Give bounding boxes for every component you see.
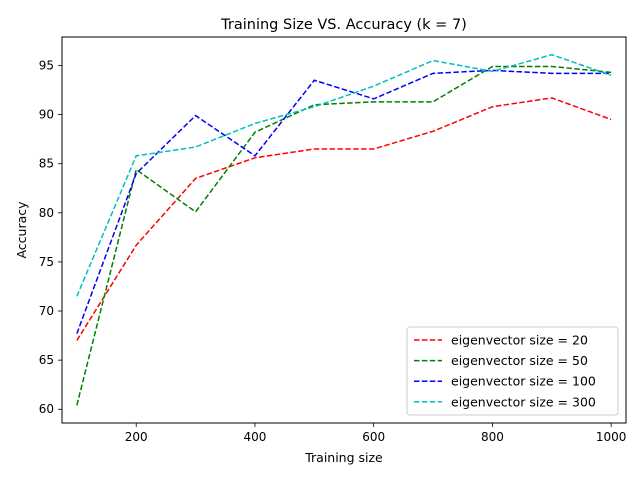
y-tick-label: 65 [39, 353, 54, 367]
y-tick-label: 80 [39, 206, 54, 220]
series-line-1 [76, 97, 612, 341]
series-line-3 [76, 69, 612, 334]
chart-title: Training Size VS. Accuracy (k = 7) [220, 17, 467, 33]
legend: eigenvector size = 20 eigenvector size = … [406, 326, 619, 416]
legend-box [406, 326, 619, 416]
series-line-2 [76, 65, 612, 406]
x-tick-label: 800 [481, 430, 504, 444]
y-tick-label: 70 [39, 304, 54, 318]
y-tick-label: 75 [39, 255, 54, 269]
y-tick-label: 60 [39, 402, 54, 416]
legend-label: eigenvector size = 100 [451, 374, 596, 389]
legend-label: eigenvector size = 20 [451, 333, 588, 348]
series-line-4 [76, 53, 612, 297]
legend-label: eigenvector size = 50 [451, 353, 588, 368]
plot-frame [61, 36, 627, 424]
x-tick-label: 400 [243, 430, 266, 444]
x-axis-label: Training size [304, 450, 383, 465]
y-tick-label: 85 [39, 157, 54, 171]
series-lines [76, 53, 612, 406]
y-tick-label: 90 [39, 108, 54, 122]
x-tick-label: 1000 [596, 430, 627, 444]
axis-ticks: 200 400 600 800 1000 60 65 70 75 80 85 90 95 [39, 58, 627, 444]
x-tick-label: 600 [362, 430, 385, 444]
x-tick-label: 200 [125, 430, 148, 444]
y-axis-label: Accuracy [14, 201, 29, 259]
legend-label: eigenvector size = 300 [451, 394, 596, 409]
y-tick-label: 95 [39, 58, 54, 72]
